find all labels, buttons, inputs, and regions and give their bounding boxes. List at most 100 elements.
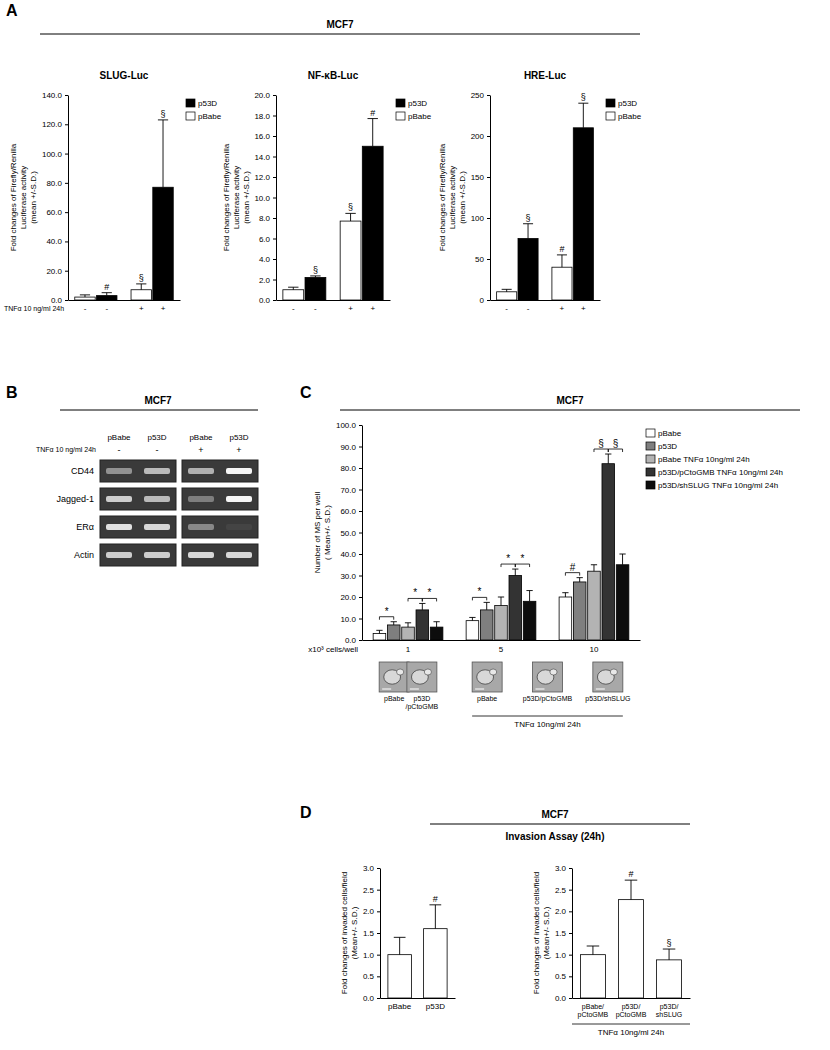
error-bar-cap [368, 118, 378, 119]
y-axis-title: Luciferase activity [448, 166, 457, 230]
tick-mark [65, 124, 68, 125]
tick: 10.0 [340, 615, 362, 624]
tick-label: 12.0 [254, 173, 270, 182]
chart: 0.00.51.01.52.02.53.0Fold changes of inv… [340, 864, 455, 1011]
condition-label: TNFα 10 ng/ml 24h [36, 446, 96, 454]
tick-label: 250 [471, 91, 485, 100]
tick: 6.0 [259, 235, 276, 244]
gel-background [182, 460, 258, 482]
tick: 150 [471, 173, 490, 182]
micrograph-frame [379, 662, 409, 692]
scale-bar [535, 689, 544, 690]
significance-mark: § [667, 938, 672, 948]
tick-label: 80.0 [340, 464, 356, 473]
row-label: ERα [76, 522, 94, 532]
error-bar-cap [405, 622, 411, 623]
error-bar-cap [419, 603, 425, 604]
significance-mark: # [628, 869, 633, 879]
tick: 12.0 [254, 173, 276, 182]
legend: pBabep53DpBabe TNFα 10ng/ml 24hp53D/pCto… [646, 429, 783, 490]
y-axis-title: Fold changes of Firefly/Renilla [9, 143, 18, 251]
error-bar [562, 593, 568, 597]
error-bar-stem [408, 623, 409, 627]
tick-label: 0.5 [555, 972, 567, 981]
bracket [422, 598, 436, 601]
significance-mark: # [104, 282, 109, 292]
tick-mark [273, 239, 276, 240]
error-bar-stem [561, 255, 562, 267]
chart: 0.020.040.060.080.0100.0120.0140.0Fold c… [4, 70, 222, 313]
bar [388, 955, 412, 998]
scale-bar [382, 689, 391, 690]
tick-label: 20.0 [46, 267, 62, 276]
row-label: CD44 [71, 466, 94, 476]
tick-mark [65, 271, 68, 272]
bar [466, 621, 479, 640]
error-bar [577, 578, 583, 582]
tick-label: 40.0 [46, 237, 62, 246]
error-bar [429, 905, 441, 929]
bar [509, 576, 522, 641]
bracket [379, 617, 393, 620]
error-bar [102, 293, 112, 296]
error-bar [136, 284, 146, 290]
tick-mark [569, 911, 572, 912]
lane-condition: - [156, 445, 159, 455]
axis-line [276, 96, 277, 301]
error-bar-cap [619, 554, 625, 555]
tick-label: 3.0 [363, 864, 375, 873]
annotations: # [433, 894, 438, 904]
significance-mark: # [559, 244, 564, 254]
text-line: + [560, 304, 565, 313]
error-bar-cap [498, 597, 504, 598]
error-bar-stem [163, 120, 164, 187]
annotations: §§# [313, 108, 375, 275]
x-tick-label: 1 [406, 645, 411, 654]
error-bar-stem [379, 630, 380, 633]
tick-label: 2.0 [363, 907, 375, 916]
significance-mark: § [139, 273, 144, 283]
tick: 0.0 [345, 636, 362, 645]
legend: p53DpBabe [606, 99, 642, 121]
chart: 0.010.020.030.040.050.060.070.080.090.01… [308, 421, 783, 729]
error-bar-cap [469, 617, 475, 618]
sphere [610, 669, 617, 675]
y-axis: 0.010.020.030.040.050.060.070.080.090.01… [336, 421, 363, 645]
x-tick-label: + [348, 304, 353, 313]
row-label: Actin [74, 550, 94, 560]
x-tick-label: + [560, 304, 565, 313]
tick-label: 80.0 [46, 179, 62, 188]
gel-background [182, 488, 258, 510]
tick-mark [359, 490, 362, 491]
axis-line [277, 300, 391, 301]
x-axis [363, 640, 641, 641]
condition-rule [572, 1024, 690, 1025]
tick-label: 0.0 [259, 296, 271, 305]
legend-label: pBabe [198, 112, 222, 121]
gel-background [100, 460, 176, 482]
bar [480, 610, 493, 640]
bar [97, 296, 117, 300]
text-line: p53D [426, 1002, 445, 1011]
x-tick-label: - [527, 304, 530, 313]
tick-label: 50.0 [340, 529, 356, 538]
tick-label: 0.0 [51, 296, 63, 305]
bracket [472, 597, 486, 600]
tick: 8.0 [259, 214, 276, 223]
error-bar [310, 276, 320, 278]
significance-mark: § [348, 202, 353, 212]
tick-mark [377, 933, 380, 934]
bar [283, 290, 304, 300]
error-bar-stem [529, 591, 530, 602]
text-line: - [84, 304, 87, 313]
error-bar [587, 946, 600, 955]
x-tick-label: - [292, 304, 295, 313]
plot-area [497, 103, 594, 300]
tick-label: 2.5 [555, 886, 567, 895]
tick: 100 [471, 214, 490, 223]
text-line: + [161, 304, 166, 313]
text-line: - [105, 304, 108, 313]
band [144, 468, 170, 474]
error-bar-stem [350, 213, 351, 221]
tick: 2.0 [259, 276, 276, 285]
